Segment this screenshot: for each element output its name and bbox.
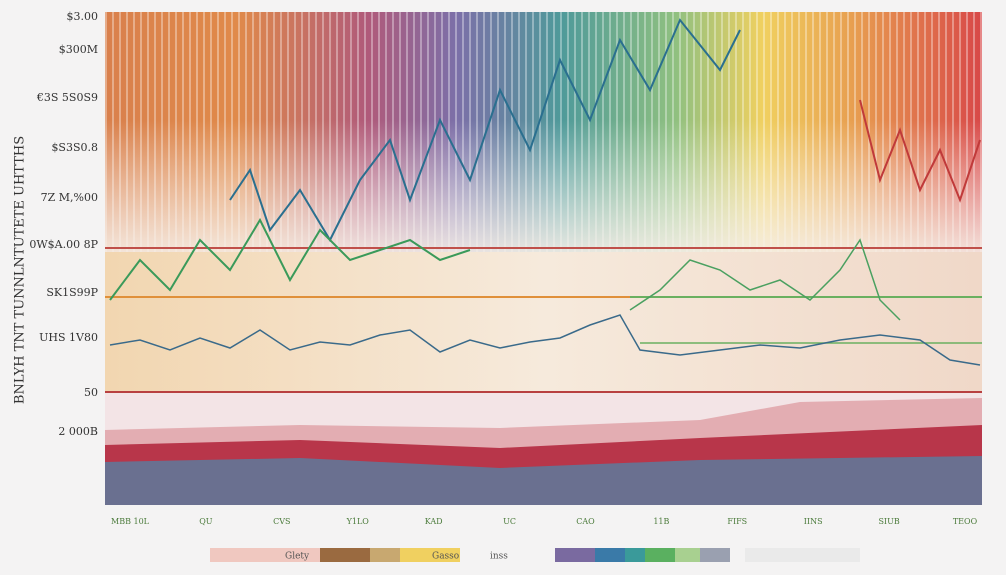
- x-tick-label: 11B: [653, 517, 669, 526]
- noise-line: [229, 18, 741, 243]
- legend-swatch: [625, 548, 645, 562]
- plot-area: [105, 12, 982, 505]
- legend-label: inss: [490, 552, 508, 562]
- legend-swatch: [645, 548, 675, 562]
- y-tick-label: UHS 1V80: [39, 331, 98, 344]
- y-tick-label: 7Z M,%00: [41, 191, 98, 204]
- area: [105, 456, 982, 505]
- legend-swatch: [370, 548, 400, 562]
- legend-label: Gasso: [432, 552, 459, 562]
- legend-swatch: [320, 548, 370, 562]
- x-tick-label: CVS: [273, 517, 290, 526]
- y-tick-label: $300M: [59, 43, 98, 56]
- x-tick-label: QU: [199, 517, 213, 526]
- legend-swatch: [555, 548, 595, 562]
- legend-swatch: [745, 548, 860, 562]
- y-tick-label: $S3S0.8: [51, 141, 98, 154]
- fade: [105, 120, 982, 252]
- legend: Glety Gasso inss: [210, 548, 860, 562]
- x-tick-label: IINS: [804, 517, 823, 526]
- y-tick-label: $3.00: [67, 10, 99, 23]
- y-axis-title: BNLYH TNT TUNNLNTUTETE UHTTHS: [13, 136, 28, 404]
- x-tick-label: TEOO: [953, 517, 978, 526]
- legend-swatch: [595, 548, 625, 562]
- y-tick-label: 0W$A.00 8P: [29, 238, 98, 251]
- legend-swatch: [700, 548, 730, 562]
- y-tick-label: 50: [84, 386, 98, 399]
- x-tick-label: FIFS: [727, 517, 747, 526]
- y-tick-label: 2 000B: [58, 425, 98, 438]
- x-tick-label: UC: [503, 517, 516, 526]
- legend-swatch: [210, 548, 320, 562]
- y-axis: $3.00 $300M €3S 5S0S9 $S3S0.8 7Z M,%00 0W$A.0…: [29, 10, 98, 438]
- x-tick-label: Y1LO: [346, 517, 370, 526]
- noise-line: [109, 314, 981, 366]
- x-tick-label: CAO: [576, 517, 595, 526]
- y-tick-label: SK1S99P: [46, 286, 98, 299]
- legend-swatch: [675, 548, 700, 562]
- mid-band: [105, 252, 982, 392]
- x-tick-label: KAD: [425, 517, 443, 526]
- x-axis: MBB 10L QU CVS Y1LO KAD UC CAO 11B FIFS IINS SIUB T…: [111, 517, 978, 526]
- noise-line: [629, 238, 901, 321]
- noise-line: [859, 99, 981, 203]
- noise-line: [109, 217, 471, 301]
- legend-label: Glety: [285, 552, 310, 562]
- x-tick-label: MBB 10L: [111, 517, 150, 526]
- legend-swatch: [400, 548, 460, 562]
- y-tick-label: €3S 5S0S9: [36, 91, 98, 104]
- x-tick-label: SIUB: [878, 517, 899, 526]
